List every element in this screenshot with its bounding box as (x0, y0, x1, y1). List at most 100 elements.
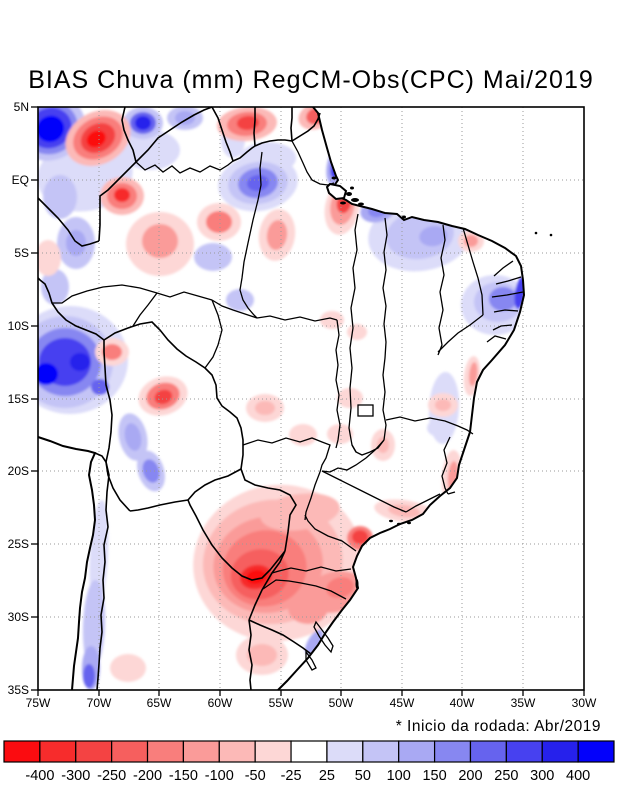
border-sergipe-bahia (486, 335, 507, 343)
anomaly-contour-b8 (38, 363, 58, 385)
anomaly-contour-r8 (110, 654, 146, 682)
border-ms-saopaulo (304, 471, 321, 521)
anomaly-contour-b3 (175, 111, 195, 125)
border-distrito-federal (357, 404, 374, 417)
anomaly-contour-b5 (247, 174, 269, 192)
border-bolivia-argentina (129, 499, 189, 512)
anomaly-contour-r3 (352, 530, 368, 544)
border-minas-saopaulo (321, 470, 407, 513)
anomaly-region-pink-argentina-w (110, 654, 146, 682)
colorbar-label-300: 300 (530, 768, 554, 784)
lon-label-40W: 40W (450, 696, 475, 710)
anomaly-contour-r7 (377, 437, 389, 453)
anomaly-contour-r3 (236, 115, 259, 130)
border-piaui-bahia (437, 314, 484, 353)
anomaly-contour-b3 (66, 230, 86, 256)
anomaly-contour-b8 (38, 115, 65, 143)
country-borders (37, 106, 321, 691)
anomaly-fill-layer (38, 107, 524, 690)
border-sc-rs (262, 579, 347, 600)
border-amazonas-matogrosso (211, 299, 258, 319)
anomaly-region-red-sp-ext (260, 493, 340, 531)
coastline-atlantic (277, 106, 526, 691)
border-acre-amazonas (52, 284, 158, 304)
border-roraima-amazonas (135, 160, 234, 174)
florianopolis-island (355, 579, 359, 589)
lat-label-20S: 20S (8, 464, 29, 478)
anomaly-region-blue-ne-interior (461, 275, 524, 335)
colorbar-cell-11 (398, 740, 436, 763)
lat-label-30S: 30S (8, 610, 29, 624)
anomaly-contour-r6 (469, 362, 478, 387)
colorbar-label-50: 50 (355, 768, 371, 784)
anomaly-contour-r3 (154, 389, 173, 405)
anomaly-contour-r6 (142, 224, 178, 258)
anomaly-contour-r1 (246, 569, 267, 585)
border-peru-brazil (37, 277, 105, 341)
map-borders (37, 106, 553, 691)
anomaly-contour-r7 (247, 644, 277, 666)
anomaly-contour-b2 (41, 269, 69, 305)
colorbar-label-400: 400 (566, 768, 590, 784)
border-paraguay-argentina (187, 499, 286, 581)
colorbar-label-150: 150 (422, 768, 446, 784)
anomaly-region-pink-araguaia-1 (320, 311, 344, 329)
anomaly-contour-r2 (114, 188, 130, 202)
border-uruguay-argentina (248, 619, 253, 691)
border-suriname-guiana (290, 107, 293, 142)
border-rondonia-matogrosso (204, 299, 223, 369)
lon-label-45W: 45W (390, 696, 415, 710)
anomaly-region-pink-mt-pantanal (246, 394, 284, 422)
colorbar-cell-3 (111, 740, 149, 763)
colorbar-cell-14 (505, 740, 543, 763)
anomaly-region-red-south-brazil-system (193, 484, 363, 642)
colorbar-cell-1 (39, 740, 77, 763)
border-peru-bolivia (103, 340, 113, 463)
border-colombia-brazil (98, 161, 137, 242)
colorbar-cell-12 (433, 740, 472, 763)
anomaly-region-red-amazon-center (126, 212, 194, 276)
lagoa-mirim (305, 650, 317, 671)
anomaly-region-blue-eq-para (218, 154, 298, 212)
colorbar-label--300: -300 (61, 768, 90, 784)
anomaly-contour-b4 (489, 287, 517, 311)
anomaly-contour-r8 (327, 424, 353, 444)
anomaly-region-pink-uruguay-n (236, 635, 288, 675)
border-maranhao-tocantins-bahia-w (382, 217, 388, 441)
anomaly-region-pink-ms-n (289, 424, 317, 446)
axis-labels: 75W 70W 65W 60W 55W 50W 45W 40W 35W 30W 5N EQ 5S 10S 1… (8, 100, 597, 710)
colorbar-label--50: -50 (245, 768, 266, 784)
anomaly-region-pink-minas-w (371, 429, 395, 461)
border-matogrosso-east (335, 319, 341, 449)
colorbar-cell-7 (254, 740, 292, 763)
anomaly-region-red-amazon-e (197, 203, 241, 241)
anomaly-region-red-nw-colombia (65, 110, 131, 166)
anomaly-contour-b2 (226, 289, 254, 311)
lon-label-75W: 75W (26, 696, 51, 710)
border-es-rio (447, 491, 456, 495)
anomaly-contour-r7 (255, 401, 275, 415)
anomaly-region-red-fortaleza (458, 230, 484, 252)
colorbar-cell-13 (469, 740, 507, 763)
anomaly-region-blue-minas-spot (427, 419, 453, 437)
anomaly-region-blue-col-1 (43, 175, 77, 219)
colorbar-label--250: -250 (97, 768, 126, 784)
lat-label-10S: 10S (8, 319, 29, 333)
lat-label-5N: 5N (14, 100, 29, 114)
run-start-annotation: * Inicio da rodada: Abr/2019 (396, 718, 601, 735)
fernando-de-noronha (549, 233, 553, 237)
colorbar-cell-15 (541, 740, 579, 763)
border-guyana-suriname (253, 107, 256, 147)
anomaly-contour-b7 (135, 116, 151, 130)
atoll-das-rocas (534, 231, 538, 235)
anomaly-region-red-bolivia-c (138, 376, 188, 416)
colorbar-label--150: -150 (169, 768, 198, 784)
anomaly-contour-r8 (289, 424, 317, 446)
anomaly-region-red-fr-guiana (298, 107, 334, 130)
anomaly-contour-b7 (70, 353, 90, 371)
border-acre-rondonia (132, 292, 158, 327)
lat-label-5S: 5S (14, 246, 29, 260)
anomaly-region-red-bolivia-n (95, 338, 129, 366)
lat-label-25S: 25S (8, 537, 29, 551)
